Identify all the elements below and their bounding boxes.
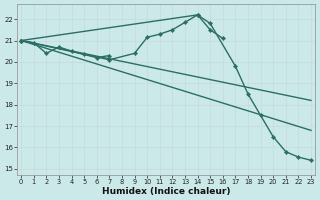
X-axis label: Humidex (Indice chaleur): Humidex (Indice chaleur) — [102, 187, 230, 196]
